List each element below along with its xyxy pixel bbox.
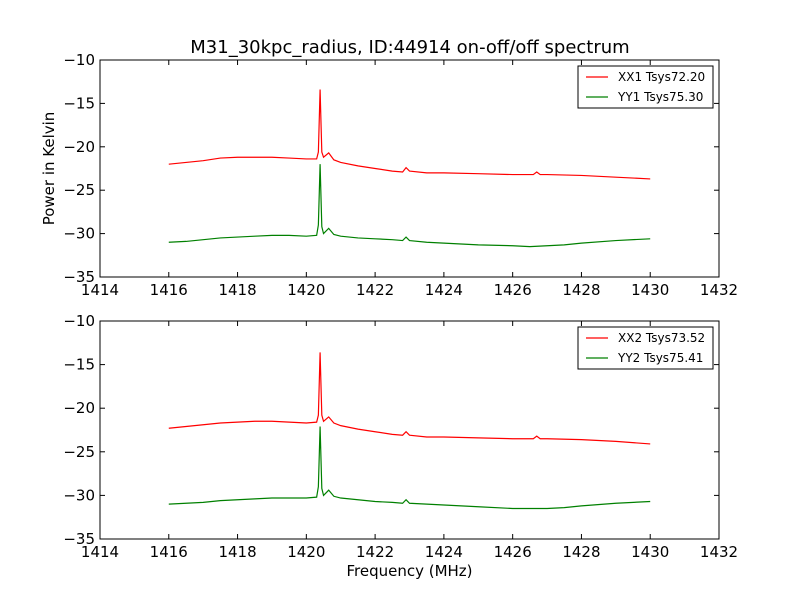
legend-2: XX2 Tsys73.52 YY2 Tsys75.41 — [577, 326, 714, 370]
axes-frame-1 — [99, 59, 720, 278]
series-line-1-1 — [168, 89, 651, 180]
y-tick-label: −10 — [63, 312, 95, 330]
y-tick-label: −35 — [63, 268, 95, 286]
y-tick-label: −20 — [63, 138, 95, 156]
x-tick-label: 1428 — [562, 281, 600, 299]
legend-box — [577, 65, 714, 109]
series-line-2-2 — [168, 426, 651, 510]
x-tick-label: 1420 — [287, 543, 325, 561]
legend-box — [577, 326, 714, 370]
x-axis-label: Frequency (MHz) — [346, 562, 472, 580]
x-tick-label: 1432 — [700, 281, 738, 299]
chart-title: M31_30kpc_radius, ID:44914 on-off/off sp… — [190, 37, 629, 58]
series-line-1-2 — [168, 164, 651, 248]
y-tick-label: −30 — [63, 225, 95, 243]
x-tick-label: 1424 — [425, 543, 463, 561]
x-tick-label: 1432 — [700, 543, 738, 561]
x-tick-label: 1426 — [494, 281, 532, 299]
x-tick-label: 1416 — [150, 281, 188, 299]
series-line-2-1 — [168, 352, 651, 445]
x-tick-label: 1418 — [218, 543, 256, 561]
legend-entry-label: YY1 Tsys75.30 — [617, 90, 703, 104]
y-tick-label: −30 — [63, 486, 95, 504]
x-tick-label: 1414 — [81, 543, 119, 561]
axes-frame-2 — [99, 320, 720, 540]
subplot-1: 1414 1416 1418 1420 1422 1424 1426 1428 1430 1432… — [40, 51, 738, 299]
x-tick-label: 1424 — [425, 281, 463, 299]
x-tick-label: 1430 — [631, 281, 669, 299]
y-tick-label: −25 — [63, 181, 95, 199]
x-tick-label: 1428 — [562, 543, 600, 561]
x-tick-label: 1422 — [356, 281, 394, 299]
y-tick-label: −35 — [63, 530, 95, 548]
x-tick-label: 1420 — [287, 281, 325, 299]
x-tick-label: 1416 — [150, 543, 188, 561]
x-tick-label: 1414 — [81, 281, 119, 299]
x-tick-label: 1422 — [356, 543, 394, 561]
x-tick-label: 1426 — [494, 543, 532, 561]
y-axis-label: Power in Kelvin — [40, 112, 58, 226]
legend-1: XX1 Tsys72.20 YY1 Tsys75.30 — [577, 65, 714, 109]
y-tick-label: −25 — [63, 443, 95, 461]
x-tick-label: 1430 — [631, 543, 669, 561]
legend-entry-label: XX2 Tsys73.52 — [618, 331, 705, 345]
subplot-2: 1414 1416 1418 1420 1422 1424 1426 1428 1430 1432… — [63, 312, 738, 580]
legend-entry-label: XX1 Tsys72.20 — [618, 70, 705, 84]
y-tick-label: −15 — [63, 94, 95, 112]
y-tick-label: −15 — [63, 356, 95, 374]
y-tick-label: −10 — [63, 51, 95, 69]
y-tick-label: −20 — [63, 399, 95, 417]
x-tick-label: 1418 — [218, 281, 256, 299]
legend-entry-label: YY2 Tsys75.41 — [617, 351, 703, 365]
